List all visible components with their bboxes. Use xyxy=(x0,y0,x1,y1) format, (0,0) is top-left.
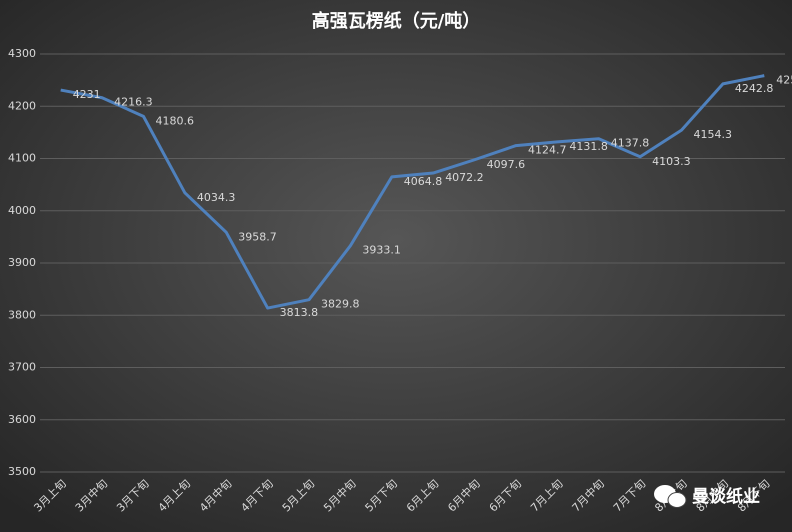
data-label: 4258.6 xyxy=(776,74,792,87)
y-tick-label: 3500 xyxy=(8,465,36,478)
data-label: 4131.8 xyxy=(569,140,608,153)
watermark-icon xyxy=(667,492,687,508)
data-label: 3829.8 xyxy=(321,298,360,311)
y-tick-label: 4300 xyxy=(8,47,36,60)
data-label: 4231 xyxy=(73,88,101,101)
y-tick-label: 4000 xyxy=(8,204,36,217)
data-label: 3958.7 xyxy=(238,230,277,243)
data-label: 4137.8 xyxy=(611,137,650,150)
watermark-text: 曼谈纸业 xyxy=(692,486,760,507)
data-label: 4064.8 xyxy=(404,175,443,188)
y-tick-label: 3600 xyxy=(8,413,36,426)
data-label: 4097.6 xyxy=(487,158,526,171)
y-tick-label: 3800 xyxy=(8,308,36,321)
data-label: 4124.7 xyxy=(528,144,567,157)
data-label: 4072.2 xyxy=(445,171,484,184)
y-tick-label: 4100 xyxy=(8,152,36,165)
data-label: 4034.3 xyxy=(197,191,236,204)
data-label: 4216.3 xyxy=(114,96,153,109)
line xyxy=(60,74,765,310)
data-label: 3933.1 xyxy=(362,244,401,257)
y-tick-label: 3900 xyxy=(8,256,36,269)
y-tick-label: 3700 xyxy=(8,361,36,374)
data-label: 4154.3 xyxy=(694,128,733,141)
data-label: 4103.3 xyxy=(652,155,691,168)
data-label: 3813.8 xyxy=(280,306,319,319)
watermark: 曼谈纸业 xyxy=(654,485,760,508)
chart-title: 高强瓦楞纸（元/吨） xyxy=(312,10,481,32)
y-tick-label: 4200 xyxy=(8,99,36,112)
data-label: 4180.6 xyxy=(155,114,194,127)
data-label: 4242.8 xyxy=(735,82,774,95)
